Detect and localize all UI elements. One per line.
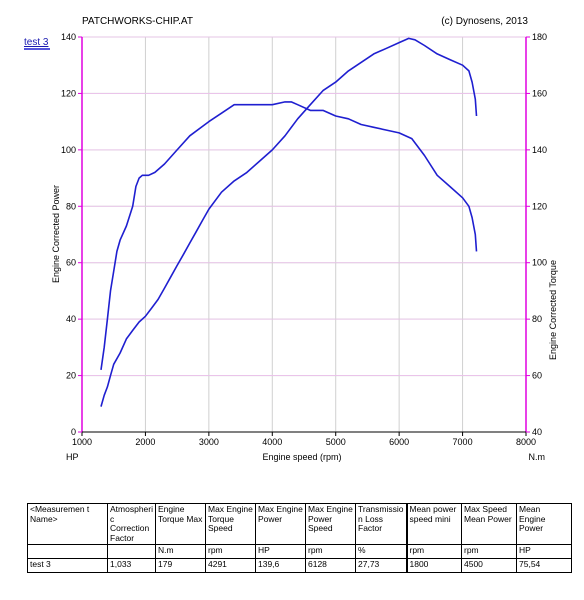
y-right-tick-label: 140 [532, 145, 547, 155]
y-right-tick-label: 60 [532, 371, 542, 381]
y-right-tick-label: 100 [532, 258, 547, 268]
header-cell: Mean power speed mini [405, 503, 462, 545]
y-left-tick-label: 140 [61, 32, 76, 42]
table-row[interactable]: test 3 1,033 179 4291 139,6 6128 27,73 1… [27, 558, 572, 573]
y-axis-right-label: Engine Corrected Torque [548, 260, 558, 360]
legend-label[interactable]: test 3 [24, 37, 49, 48]
header-cell: Max Speed Mean Power [461, 503, 517, 545]
chart-series [100, 37, 478, 407]
chart-axes [81, 37, 527, 433]
unit-cell: HP [516, 544, 572, 559]
y-left-tick-label: 120 [61, 88, 76, 98]
value-cell: 1800 [405, 558, 462, 573]
y-right-tick-label: 160 [532, 88, 547, 98]
header-cell: Mean Engine Power [516, 503, 572, 545]
dyno-chart: PATCHWORKS-CHIP.AT (c) Dynosens, 2013 te… [24, 16, 558, 462]
y-left-tick-label: 60 [66, 258, 76, 268]
header-cell: Atmospheri c Correction Factor [107, 503, 156, 545]
y-left-tick-label: 80 [66, 201, 76, 211]
header-cell: Max Engine Power [255, 503, 306, 545]
power-line [100, 37, 478, 407]
header-cell: Max Engine Power Speed [305, 503, 356, 545]
x-tick-label: 8000 [516, 437, 536, 447]
header-cell: Max Engine Torque Speed [205, 503, 256, 545]
unit-cell: N.m [155, 544, 206, 559]
value-cell: 4500 [461, 558, 517, 573]
x-tick-label: 7000 [453, 437, 473, 447]
x-tick-label: 3000 [199, 437, 219, 447]
value-cell: 6128 [305, 558, 356, 573]
value-cell: 27,73 [355, 558, 407, 573]
unit-cell: HP [255, 544, 306, 559]
left-unit-label: HP [66, 452, 79, 462]
chart-title-left: PATCHWORKS-CHIP.AT [82, 16, 193, 27]
unit-cell: rpm [405, 544, 462, 559]
unit-cell: rpm [205, 544, 256, 559]
torque-line [100, 101, 478, 371]
value-cell: 139,6 [255, 558, 306, 573]
value-cell: 1,033 [107, 558, 156, 573]
chart-grid [81, 36, 527, 433]
x-tick-label: 1000 [72, 437, 92, 447]
unit-cell [27, 544, 108, 559]
header-cell: <Measuremen t Name> [27, 503, 108, 545]
value-cell: test 3 [27, 558, 108, 573]
y-left-tick-label: 40 [66, 314, 76, 324]
chart-ticks: 1000 2000 3000 4000 5000 6000 7000 8000 0 20 40 60 8… [61, 32, 547, 447]
x-tick-label: 5000 [326, 437, 346, 447]
x-tick-label: 6000 [389, 437, 409, 447]
y-right-tick-label: 120 [532, 201, 547, 211]
value-cell: 4291 [205, 558, 256, 573]
x-tick-label: 2000 [135, 437, 155, 447]
y-right-tick-label: 80 [532, 314, 542, 324]
unit-cell: % [355, 544, 407, 559]
unit-cell [107, 544, 156, 559]
y-left-tick-label: 100 [61, 145, 76, 155]
unit-cell: rpm [305, 544, 356, 559]
x-tick-label: 4000 [262, 437, 282, 447]
y-right-tick-label: 180 [532, 32, 547, 42]
results-units-row: N.m rpm HP rpm % rpm rpm HP [27, 544, 572, 559]
y-right-tick-label: 40 [532, 427, 542, 437]
chart-title-right: (c) Dynosens, 2013 [441, 16, 528, 27]
x-axis-label: Engine speed (rpm) [262, 452, 341, 462]
results-table: <Measuremen t Name> Atmospheri c Correct… [27, 503, 572, 573]
value-cell: 179 [155, 558, 206, 573]
unit-cell: rpm [461, 544, 517, 559]
header-cell: Engine Torque Max [155, 503, 206, 545]
y-left-tick-label: 0 [71, 427, 76, 437]
right-unit-label: N.m [529, 452, 546, 462]
y-axis-left-label: Engine Corrected Power [51, 185, 61, 283]
value-cell: 75,54 [516, 558, 572, 573]
header-cell: Transmissio n Loss Factor [355, 503, 407, 545]
y-left-tick-label: 20 [66, 371, 76, 381]
results-header-row: <Measuremen t Name> Atmospheri c Correct… [27, 503, 572, 545]
